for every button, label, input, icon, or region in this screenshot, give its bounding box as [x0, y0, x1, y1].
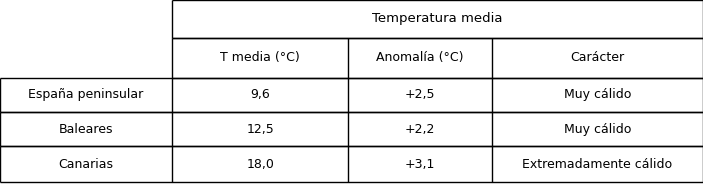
- Text: T media (°C): T media (°C): [220, 51, 300, 64]
- Text: Temperatura media: Temperatura media: [373, 12, 503, 26]
- Text: +3,1: +3,1: [405, 158, 435, 171]
- Text: Canarias: Canarias: [58, 158, 114, 171]
- Text: Extremadamente cálido: Extremadamente cálido: [522, 158, 673, 171]
- Text: +2,5: +2,5: [405, 88, 435, 101]
- Text: España peninsular: España peninsular: [29, 88, 143, 101]
- Text: Anomalía (°C): Anomalía (°C): [376, 51, 464, 64]
- Text: 9,6: 9,6: [250, 88, 270, 101]
- Text: +2,2: +2,2: [405, 122, 435, 136]
- Text: Baleares: Baleares: [59, 122, 113, 136]
- Text: 12,5: 12,5: [246, 122, 274, 136]
- Text: Carácter: Carácter: [571, 51, 624, 64]
- Text: Muy cálido: Muy cálido: [564, 122, 631, 136]
- Text: 18,0: 18,0: [246, 158, 274, 171]
- Text: Muy cálido: Muy cálido: [564, 88, 631, 101]
